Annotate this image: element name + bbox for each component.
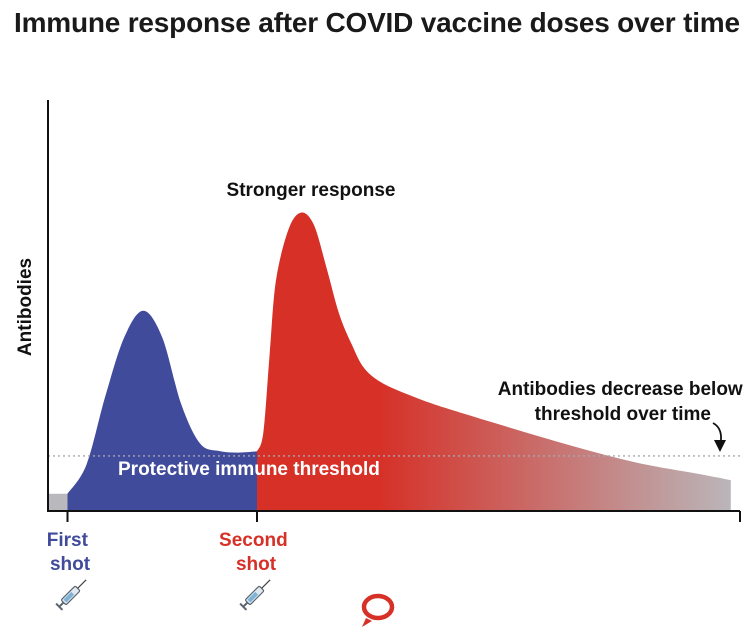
second-dose-area xyxy=(257,212,731,511)
x-label-first-shot-line-2: shot xyxy=(50,554,91,575)
x-label-second-shot-line-2: shot xyxy=(236,554,277,575)
annotation-stronger-response: Stronger response xyxy=(227,180,396,201)
page-title: Immune response after COVID vaccine dose… xyxy=(14,7,740,38)
pre-vaccine-area xyxy=(48,493,68,511)
first-dose-area xyxy=(67,310,257,511)
syringe-icon xyxy=(239,579,271,611)
annotation-decrease-line-2: threshold over time xyxy=(535,404,711,425)
annotation-decrease-line-1: Antibodies decrease below xyxy=(498,379,743,400)
x-label-second-shot: Second shot xyxy=(219,530,293,575)
x-label-first-shot-line-1: First xyxy=(47,530,89,551)
x-label-second-shot-line-1: Second xyxy=(219,530,288,551)
speech-bubble-logo xyxy=(361,593,395,627)
area-layer xyxy=(48,212,731,511)
annotation-decrease: Antibodies decrease below threshold over… xyxy=(498,379,748,425)
x-label-first-shot: First shot xyxy=(47,530,93,575)
y-axis-label: Antibodies xyxy=(15,258,36,356)
decrease-arrowhead xyxy=(714,440,726,452)
syringe-icon xyxy=(55,579,87,611)
axes xyxy=(47,100,741,522)
threshold-label: Protective immune threshold xyxy=(118,459,380,480)
